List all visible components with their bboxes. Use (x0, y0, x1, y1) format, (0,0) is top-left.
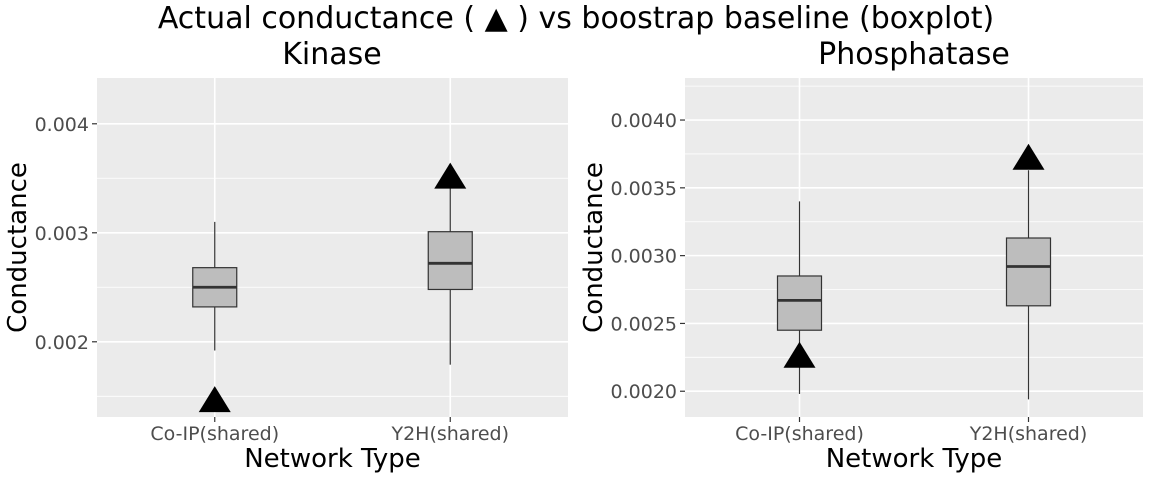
phosphatase-x-tick-label: Co-IP(shared) (735, 423, 864, 445)
phosphatase-actual-marker-1 (783, 341, 816, 368)
kinase-x-tick-label: Y2H(shared) (390, 423, 509, 445)
kinase-x-axis-title: Network Type (244, 444, 421, 474)
kinase-y-tick-label: 0.002 (35, 332, 89, 354)
phosphatase-actual-marker-2 (1012, 143, 1045, 170)
phosphatase-y-tick-label: 0.0040 (611, 110, 677, 132)
kinase-panel: Kinase 0.002 0.003 0.004 Co-IP(shared) Y2H(sh… (3, 37, 568, 474)
phosphatase-y-tick-label: 0.0030 (611, 246, 677, 268)
phosphatase-boxplot-1 (776, 201, 823, 394)
phosphatase-y-tick-label: 0.0035 (611, 178, 677, 200)
kinase-actual-marker-1 (198, 386, 231, 413)
phosphatase-panel: Phosphatase 0.0020 0.0025 0.0030 0.0035 0.004… (579, 37, 1143, 474)
kinase-x-tick-label: Co-IP(shared) (150, 423, 279, 445)
kinase-y-tick-label: 0.004 (35, 114, 89, 136)
phosphatase-x-axis-title: Network Type (826, 444, 1003, 474)
kinase-boxplot-1 (192, 221, 238, 351)
phosphatase-boxplot-2 (1005, 170, 1052, 400)
kinase-boxplot-2 (427, 185, 473, 365)
kinase-y-tick-label: 0.003 (35, 223, 89, 245)
phosphatase-panel-title: Phosphatase (818, 37, 1010, 72)
phosphatase-plot-background (685, 78, 1143, 417)
phosphatase-x-tick-label: Y2H(shared) (969, 423, 1088, 445)
phosphatase-y-tick-label: 0.0025 (611, 313, 677, 335)
box-iqr (1005, 237, 1052, 307)
box-iqr (427, 231, 473, 291)
kinase-plot-background (97, 78, 568, 417)
phosphatase-y-axis-title: Conductance (579, 162, 609, 333)
figure-title: Actual conductance ( ▲ ) vs boostrap bas… (158, 1, 994, 36)
kinase-panel-title: Kinase (282, 37, 382, 72)
kinase-actual-marker-2 (434, 162, 467, 189)
phosphatase-y-tick-label: 0.0020 (611, 381, 677, 403)
box-iqr (776, 275, 823, 331)
kinase-y-axis-title: Conductance (3, 162, 33, 333)
